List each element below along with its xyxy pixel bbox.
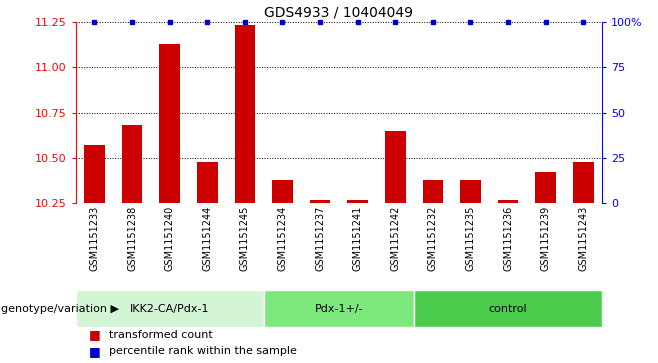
Bar: [234, 25, 255, 203]
Text: GSM1151243: GSM1151243: [578, 206, 588, 271]
Text: GSM1151240: GSM1151240: [164, 206, 174, 271]
Text: GSM1151238: GSM1151238: [127, 206, 137, 271]
Bar: [422, 180, 443, 203]
Bar: [84, 145, 105, 203]
Bar: [385, 131, 405, 203]
Text: transformed count: transformed count: [109, 330, 213, 340]
FancyBboxPatch shape: [76, 290, 264, 327]
Bar: [497, 200, 519, 203]
Text: IKK2-CA/Pdx-1: IKK2-CA/Pdx-1: [130, 303, 209, 314]
Text: ■: ■: [89, 345, 101, 358]
Text: GSM1151233: GSM1151233: [89, 206, 99, 271]
Bar: [310, 200, 330, 203]
Text: Pdx-1+/-: Pdx-1+/-: [315, 303, 363, 314]
Text: genotype/variation ▶: genotype/variation ▶: [1, 303, 118, 314]
Text: GSM1151245: GSM1151245: [240, 206, 250, 271]
Bar: [460, 180, 481, 203]
Title: GDS4933 / 10404049: GDS4933 / 10404049: [265, 5, 413, 19]
Bar: [347, 200, 368, 203]
Bar: [159, 44, 180, 203]
Text: GSM1151237: GSM1151237: [315, 206, 325, 271]
Text: GSM1151234: GSM1151234: [278, 206, 288, 271]
Text: GSM1151236: GSM1151236: [503, 206, 513, 271]
Bar: [272, 180, 293, 203]
Text: GSM1151244: GSM1151244: [202, 206, 213, 271]
Text: control: control: [489, 303, 527, 314]
Text: GSM1151241: GSM1151241: [353, 206, 363, 271]
Bar: [536, 172, 556, 203]
Text: ■: ■: [89, 329, 101, 341]
Bar: [122, 125, 142, 203]
FancyBboxPatch shape: [264, 290, 414, 327]
FancyBboxPatch shape: [414, 290, 602, 327]
Text: GSM1151242: GSM1151242: [390, 206, 400, 271]
Text: GSM1151235: GSM1151235: [465, 206, 476, 271]
Bar: [573, 162, 594, 203]
Text: GSM1151239: GSM1151239: [541, 206, 551, 271]
Bar: [197, 162, 218, 203]
Text: GSM1151232: GSM1151232: [428, 206, 438, 271]
Text: percentile rank within the sample: percentile rank within the sample: [109, 346, 297, 356]
